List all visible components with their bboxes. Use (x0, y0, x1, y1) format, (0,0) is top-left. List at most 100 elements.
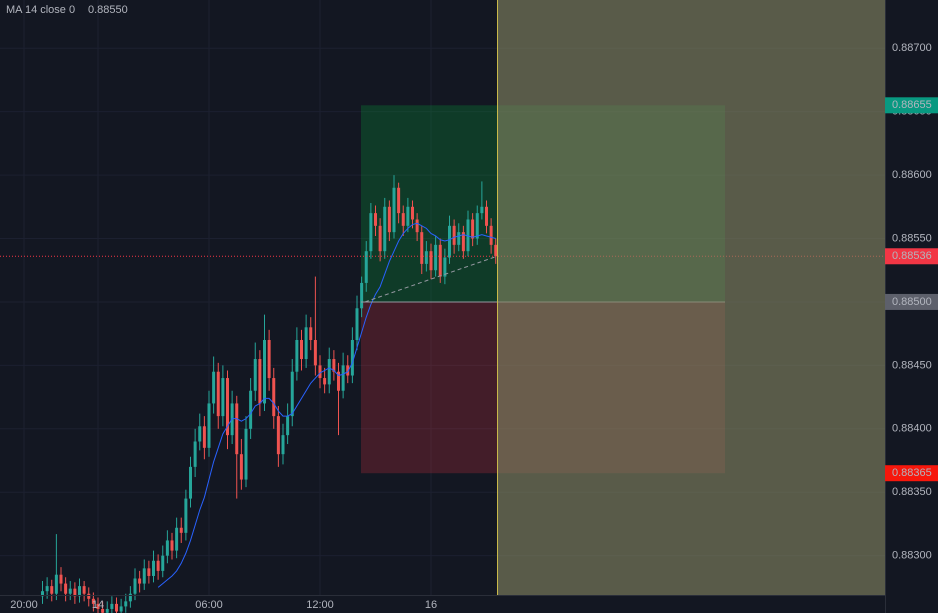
candle-body (383, 206, 387, 252)
time-tick-label: 14 (92, 599, 104, 611)
candle-body (485, 206, 488, 226)
candle-body (309, 327, 313, 340)
stop-label: 0.88365 (892, 467, 932, 479)
candle-body (115, 603, 118, 612)
candle-body (138, 578, 142, 584)
time-tick-label: 06:00 (195, 599, 223, 611)
candle-body (221, 378, 225, 417)
candle-body (170, 540, 174, 551)
position-connector (364, 255, 498, 303)
candle-body (443, 257, 447, 277)
candle-body (346, 365, 350, 376)
candle-body (147, 568, 151, 576)
target-badge (885, 97, 938, 114)
price-tick-label: 0.88600 (892, 169, 932, 181)
candle-body (78, 586, 81, 597)
candle-body (475, 213, 479, 239)
candle-body (179, 527, 183, 533)
candle-body (142, 568, 146, 584)
candle-body (244, 428, 248, 480)
candle-body (378, 225, 382, 252)
candle-body (304, 327, 308, 360)
candle-body (350, 340, 354, 376)
candle-body (175, 527, 179, 551)
candle-body (401, 213, 405, 226)
candle-body (207, 403, 211, 448)
candle-body (133, 578, 137, 594)
moving-average-line (157, 222, 496, 588)
candle-body (50, 586, 54, 594)
candle-body (281, 435, 285, 455)
candle-body (59, 574, 63, 584)
candle-body (249, 390, 253, 429)
candle-body (355, 308, 359, 340)
candle-body (327, 359, 331, 385)
candle-body (461, 232, 465, 252)
time-tick-label: 16 (425, 599, 437, 611)
candle-body (110, 603, 114, 609)
candle-body (253, 359, 257, 391)
price-tick-label: 0.88550 (892, 232, 932, 244)
candle-body (360, 282, 364, 309)
price-tick-label: 0.88450 (892, 359, 932, 371)
candle-body (216, 371, 220, 417)
candle-body (152, 560, 155, 576)
candle-body (45, 586, 49, 592)
candle-body (374, 213, 377, 226)
candle-body (341, 365, 345, 391)
price-tick-label: 0.88300 (892, 550, 932, 562)
candle-body (457, 232, 461, 245)
candle-body (364, 251, 368, 283)
time-tick-label: 20:00 (10, 599, 38, 611)
price-tick-label: 0.88700 (892, 42, 932, 54)
candle-body (392, 187, 396, 233)
candle-body (489, 225, 493, 245)
candle-body (202, 426, 206, 448)
candle-body (73, 588, 77, 597)
candle-body (64, 583, 68, 594)
candle-body (156, 560, 160, 571)
indicator-legend[interactable]: MA 14 close 0 (6, 4, 75, 16)
candle-body (397, 187, 401, 214)
candle-body (438, 244, 442, 277)
candle-body (82, 586, 86, 594)
candle-body (124, 601, 128, 607)
candle-body (466, 219, 470, 252)
candle-body (300, 340, 303, 360)
candle-body (420, 232, 424, 264)
time-tick-label: 12:00 (306, 599, 334, 611)
candle-body (369, 213, 373, 252)
candle-body (387, 206, 391, 233)
candle-body (68, 588, 72, 594)
candle-body (41, 591, 44, 597)
candle-body (212, 371, 216, 404)
last-price-badge (885, 248, 938, 265)
candle-body (452, 225, 456, 245)
price-tick-label: 0.88350 (892, 486, 932, 498)
candle-body (434, 244, 438, 271)
candle-body (193, 441, 197, 467)
candle-body (411, 206, 414, 220)
candle-body (198, 426, 202, 442)
candle-body (295, 340, 299, 372)
range-highlight (497, 0, 885, 595)
candle-body (235, 403, 239, 455)
candle-body (323, 378, 327, 385)
candle-body (406, 206, 410, 226)
candle-body (184, 498, 188, 533)
entry-badge (885, 293, 938, 310)
candle-body (119, 606, 123, 612)
candle-body (318, 365, 322, 379)
candle-body (429, 251, 433, 271)
candle-body (313, 340, 317, 366)
candle-body (471, 219, 475, 239)
candle-body (91, 598, 95, 604)
candle-body (128, 593, 132, 602)
candle-body (165, 540, 169, 556)
last-price-label: 0.88536 (892, 250, 932, 262)
stop-badge (885, 465, 938, 482)
candle-body (239, 454, 243, 480)
candle-body (480, 206, 484, 214)
price-tick-label: 0.88400 (892, 423, 932, 435)
